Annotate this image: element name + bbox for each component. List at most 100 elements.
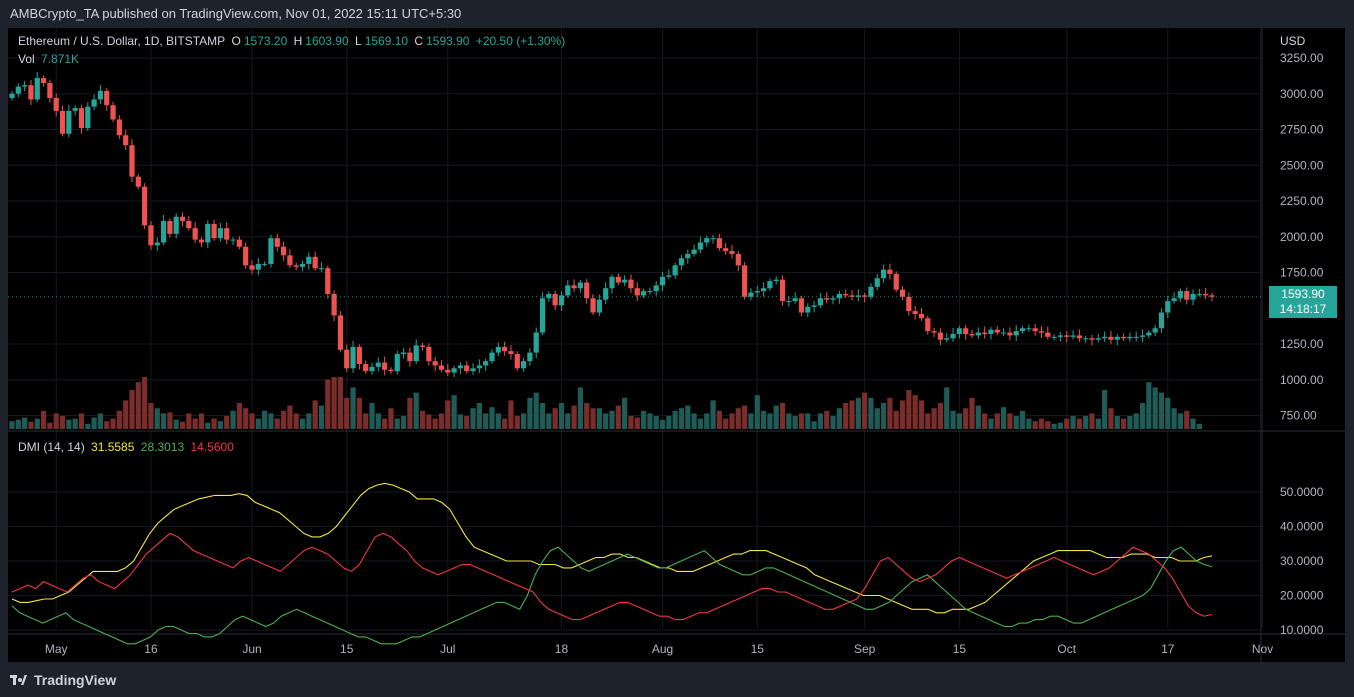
volume-bar bbox=[78, 413, 85, 429]
chart-canvas[interactable]: USD 3250.00 3000.00 2750.00 2500.00 2250.00 20… bbox=[8, 28, 1345, 662]
volume-bar bbox=[552, 408, 558, 429]
volume-bar bbox=[142, 377, 148, 429]
open-value: 1573.20 bbox=[243, 34, 288, 48]
candle-body bbox=[299, 263, 306, 267]
volume-bar bbox=[104, 421, 110, 429]
candle-body bbox=[937, 332, 944, 340]
volume-bar bbox=[565, 413, 571, 429]
chart-frame[interactable]: USD 3250.00 3000.00 2750.00 2500.00 2250.00 20… bbox=[8, 28, 1345, 662]
volume-bar bbox=[400, 416, 407, 429]
volume-bar bbox=[154, 408, 160, 429]
volume-bar bbox=[647, 413, 653, 429]
dmi-tick-label: 40.0000 bbox=[1280, 520, 1324, 534]
price-tick-label: 3000.00 bbox=[1280, 87, 1324, 101]
volume-bar bbox=[653, 416, 659, 429]
volume-bar bbox=[1165, 397, 1171, 429]
volume-bar bbox=[85, 423, 91, 429]
candle-body bbox=[400, 352, 407, 355]
candle-body bbox=[558, 295, 565, 306]
volume-bar bbox=[1057, 422, 1064, 429]
currency-label: USD bbox=[1280, 34, 1306, 48]
dmi-label: DMI (14, 14) bbox=[18, 440, 85, 454]
candle-body bbox=[697, 242, 704, 250]
candle-body bbox=[34, 78, 40, 100]
candle-body bbox=[217, 228, 224, 239]
candle-body bbox=[1064, 335, 1070, 337]
volume-bar bbox=[1051, 423, 1057, 429]
volume-bar bbox=[1007, 413, 1013, 429]
volume-bar bbox=[451, 395, 457, 429]
volume-bar bbox=[129, 390, 135, 429]
candle-body bbox=[1051, 336, 1057, 338]
candle-body bbox=[53, 98, 59, 111]
volume-bar bbox=[262, 410, 268, 429]
volume-bar bbox=[773, 405, 779, 429]
candle-body bbox=[565, 285, 571, 296]
candle-body bbox=[716, 238, 722, 249]
candle-body bbox=[445, 369, 451, 373]
close-value: 1593.90 bbox=[426, 34, 470, 48]
candle-body bbox=[546, 293, 552, 299]
time-tick-label: Aug bbox=[652, 642, 673, 656]
candle-body bbox=[931, 331, 937, 333]
tradingview-logo[interactable]: TradingView bbox=[10, 670, 116, 690]
time-tick-label: 15 bbox=[953, 642, 967, 656]
volume-bar bbox=[382, 418, 388, 429]
candle-body bbox=[280, 246, 287, 256]
candle-body bbox=[9, 93, 15, 99]
candle-body bbox=[97, 90, 104, 100]
candle-body bbox=[274, 238, 280, 247]
candle-body bbox=[779, 279, 786, 302]
volume-bar bbox=[116, 410, 122, 429]
volume-bar bbox=[824, 410, 830, 429]
candle-body bbox=[950, 333, 956, 339]
volume-bar bbox=[944, 387, 950, 429]
last-price: 1593.90 bbox=[1281, 287, 1325, 301]
candle-body bbox=[211, 223, 217, 239]
volume-bar bbox=[1000, 407, 1007, 429]
candle-body bbox=[375, 362, 381, 367]
volume-bar bbox=[53, 413, 59, 429]
volume-bar bbox=[350, 387, 356, 429]
volume-bar bbox=[748, 413, 754, 429]
candle-body bbox=[123, 135, 129, 146]
volume-bar bbox=[918, 400, 925, 429]
volume-bar bbox=[609, 410, 615, 429]
candle-body bbox=[495, 346, 501, 353]
volume-bar bbox=[862, 392, 868, 429]
candle-body bbox=[59, 110, 66, 134]
vol-label: Vol bbox=[18, 52, 35, 66]
volume-bar bbox=[1064, 418, 1070, 429]
candle-body bbox=[817, 298, 824, 306]
candle-body bbox=[653, 285, 659, 292]
candle-body bbox=[154, 242, 160, 246]
candle-body bbox=[369, 366, 375, 372]
candle-body bbox=[508, 351, 514, 355]
volume-bar bbox=[1102, 390, 1108, 429]
tradingview-mark-icon bbox=[10, 673, 28, 687]
candle-body bbox=[1177, 291, 1184, 299]
candle-body bbox=[457, 365, 464, 369]
volume-bar bbox=[1139, 403, 1146, 429]
candle-body bbox=[603, 288, 609, 300]
volume-bar bbox=[767, 413, 773, 429]
candle-body bbox=[198, 239, 205, 243]
volume-bar bbox=[956, 413, 962, 429]
volume-bar bbox=[388, 408, 394, 429]
volume-bar bbox=[704, 413, 710, 429]
volume-bar bbox=[925, 413, 931, 429]
candle-body bbox=[1196, 293, 1202, 295]
candle-body bbox=[293, 265, 299, 267]
volume-bar bbox=[306, 413, 312, 429]
candle-body bbox=[489, 352, 495, 362]
volume-bar bbox=[546, 413, 552, 429]
candle-body bbox=[855, 295, 861, 297]
volume-bar bbox=[1108, 408, 1114, 429]
candle-body bbox=[312, 256, 318, 269]
candle-body bbox=[849, 295, 855, 297]
dmi-line-di bbox=[11, 546, 1213, 645]
time-tick-label: May bbox=[45, 642, 68, 656]
candle-body bbox=[628, 279, 634, 289]
volume-bar bbox=[937, 403, 944, 429]
candle-body bbox=[47, 83, 53, 99]
